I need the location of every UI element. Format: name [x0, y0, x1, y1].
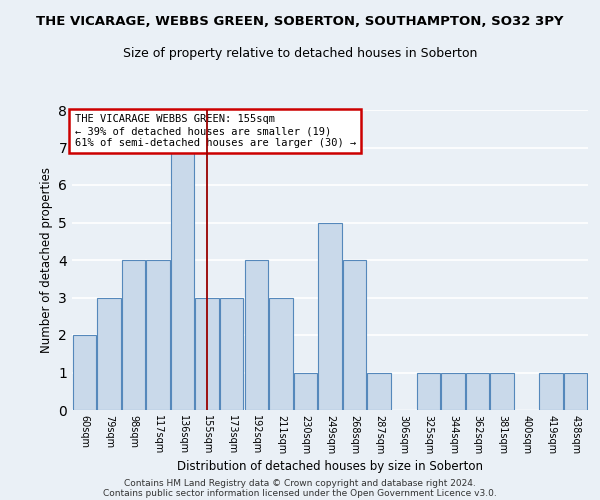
- Bar: [319, 222, 341, 410]
- Bar: [490, 372, 514, 410]
- Text: THE VICARAGE, WEBBS GREEN, SOBERTON, SOUTHAMPTON, SO32 3PY: THE VICARAGE, WEBBS GREEN, SOBERTON, SOU…: [36, 15, 564, 28]
- Y-axis label: Number of detached properties: Number of detached properties: [40, 167, 53, 353]
- Bar: [269, 298, 293, 410]
- X-axis label: Distribution of detached houses by size in Soberton: Distribution of detached houses by size …: [177, 460, 483, 473]
- Text: THE VICARAGE WEBBS GREEN: 155sqm
← 39% of detached houses are smaller (19)
61% o: THE VICARAGE WEBBS GREEN: 155sqm ← 39% o…: [74, 114, 356, 148]
- Bar: [73, 335, 96, 410]
- Bar: [196, 298, 219, 410]
- Bar: [97, 298, 121, 410]
- Bar: [441, 372, 464, 410]
- Text: Size of property relative to detached houses in Soberton: Size of property relative to detached ho…: [123, 48, 477, 60]
- Bar: [416, 372, 440, 410]
- Text: Contains HM Land Registry data © Crown copyright and database right 2024.: Contains HM Land Registry data © Crown c…: [124, 478, 476, 488]
- Bar: [171, 148, 194, 410]
- Bar: [122, 260, 145, 410]
- Bar: [245, 260, 268, 410]
- Bar: [146, 260, 170, 410]
- Bar: [539, 372, 563, 410]
- Bar: [294, 372, 317, 410]
- Text: Contains public sector information licensed under the Open Government Licence v3: Contains public sector information licen…: [103, 488, 497, 498]
- Bar: [220, 298, 244, 410]
- Bar: [367, 372, 391, 410]
- Bar: [343, 260, 366, 410]
- Bar: [466, 372, 489, 410]
- Bar: [564, 372, 587, 410]
